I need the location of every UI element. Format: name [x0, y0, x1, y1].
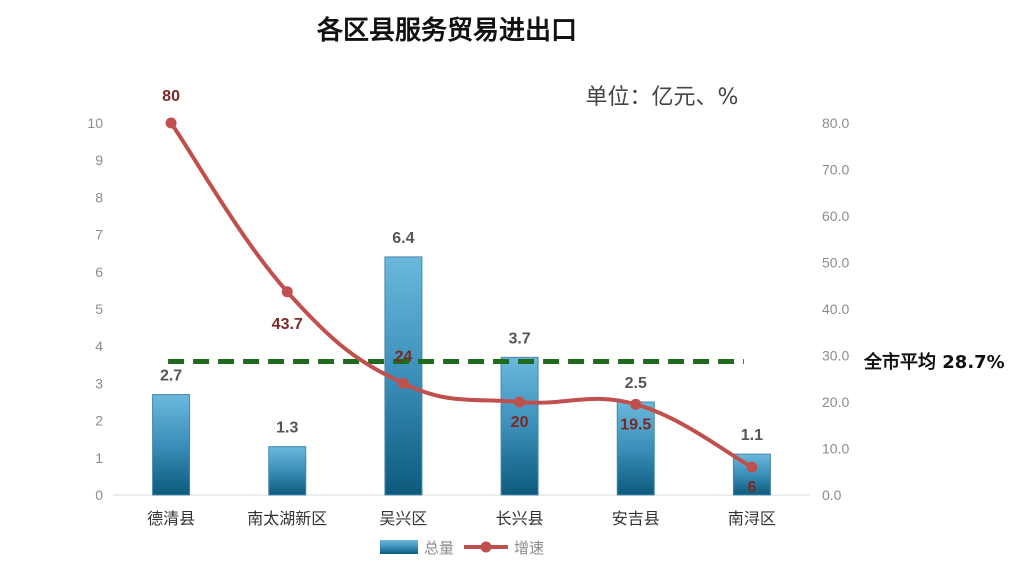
left-axis-tick: 4 [95, 338, 103, 354]
right-axis-tick: 70.0 [822, 162, 849, 178]
line-series [165, 117, 758, 473]
bar [268, 446, 307, 496]
left-axis-ticks: 0 1 2 3 4 5 6 7 8 9 10 [87, 115, 103, 503]
bar-value-label: 1.3 [276, 420, 298, 437]
right-axis-tick: 40.0 [822, 301, 849, 317]
unit-note: 单位：亿元、% [586, 85, 739, 110]
left-axis-tick: 8 [95, 189, 103, 205]
left-axis-tick: 2 [95, 413, 103, 429]
growth-point [514, 396, 526, 408]
growth-point [746, 461, 758, 473]
left-axis-tick: 7 [95, 227, 103, 243]
right-axis-tick: 20.0 [822, 394, 849, 410]
growth-value-label: 20 [511, 414, 529, 431]
bar-value-label: 2.7 [160, 368, 182, 385]
category-label: 德清县 [147, 509, 195, 528]
bar [152, 394, 191, 496]
line-data-labels: 80 43.7 24 20 19.5 6 [162, 88, 756, 496]
left-axis-tick: 0 [95, 487, 103, 503]
legend-swatch-bar [380, 540, 418, 554]
bar-data-labels: 2.7 1.3 6.4 3.7 2.5 1.1 [160, 230, 763, 444]
bar-value-label: 6.4 [392, 230, 414, 247]
growth-value-label: 19.5 [620, 416, 651, 433]
bar [384, 256, 423, 496]
right-axis-tick: 0.0 [822, 487, 842, 503]
right-axis-ticks: 0.0 10.0 20.0 30.0 40.0 50.0 60.0 70.0 80.0 [822, 115, 849, 503]
right-axis-tick: 80.0 [822, 115, 849, 131]
bar [732, 453, 771, 496]
right-axis-tick: 30.0 [822, 348, 849, 364]
right-axis-tick: 50.0 [822, 255, 849, 271]
legend-label-line: 增速 [514, 539, 544, 557]
category-label: 南太湖新区 [247, 509, 327, 528]
growth-point [630, 398, 642, 410]
category-label: 南浔区 [728, 509, 776, 528]
category-labels: 德清县 南太湖新区 吴兴区 长兴县 安吉县 南浔区 [147, 509, 776, 528]
growth-point [165, 117, 177, 129]
category-label: 长兴县 [496, 509, 544, 528]
left-axis-tick: 1 [95, 450, 103, 466]
growth-value-label: 43.7 [272, 316, 303, 333]
average-label: 全市平均 28.7% [863, 351, 1005, 373]
legend-swatch-marker [480, 541, 492, 553]
left-axis-tick: 10 [87, 115, 103, 131]
category-label: 安吉县 [612, 509, 660, 528]
growth-point [281, 286, 293, 298]
bar [500, 356, 539, 496]
right-axis-tick: 10.0 [822, 441, 849, 457]
left-axis-tick: 6 [95, 264, 103, 280]
left-axis-tick: 9 [95, 152, 103, 168]
chart-title: 各区县服务贸易进出口 [316, 15, 577, 46]
bar-value-label: 2.5 [625, 375, 647, 392]
legend-label-bar: 总量 [424, 539, 454, 557]
growth-line [169, 121, 753, 469]
category-label: 吴兴区 [379, 509, 427, 528]
left-axis-tick: 5 [95, 301, 103, 317]
bar-series [152, 256, 771, 496]
bar-value-label: 3.7 [508, 330, 530, 347]
bar-value-label: 1.1 [741, 427, 763, 444]
growth-point [397, 377, 409, 389]
right-axis-tick: 60.0 [822, 208, 849, 224]
growth-value-label: 6 [747, 479, 756, 496]
growth-value-label: 80 [162, 88, 180, 105]
legend: 总量 增速 [380, 539, 544, 557]
left-axis-tick: 3 [95, 375, 103, 391]
growth-value-label: 24 [395, 348, 413, 365]
